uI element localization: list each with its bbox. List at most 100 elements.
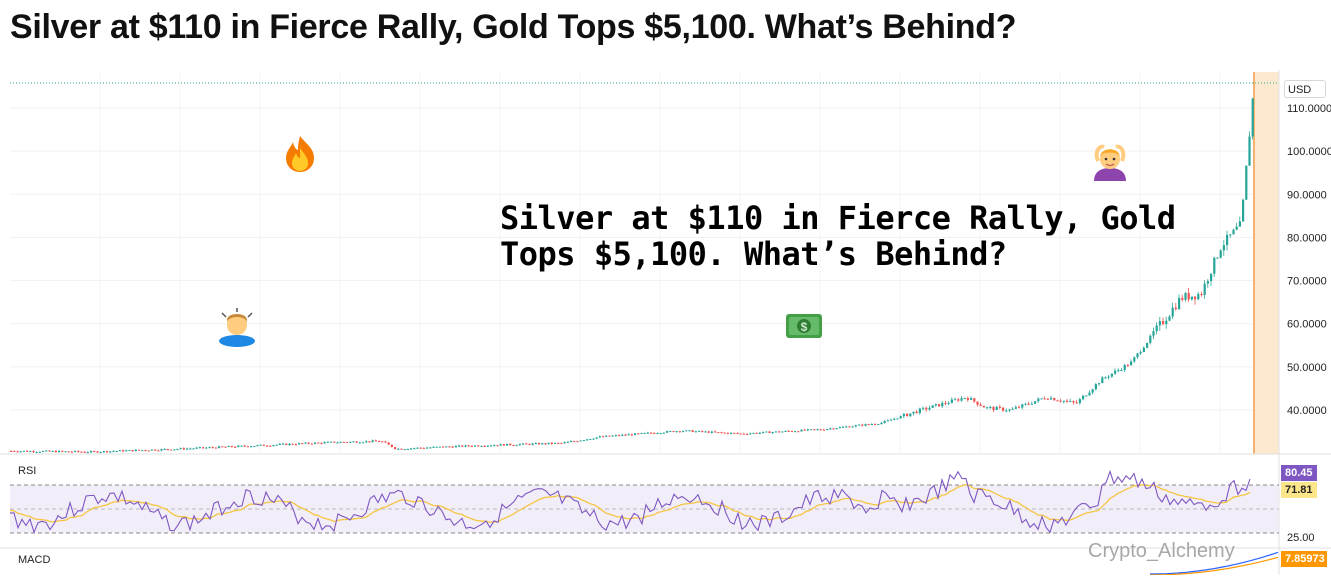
chart-grid	[10, 72, 1279, 454]
candle-body	[301, 443, 304, 445]
candle-body	[432, 446, 435, 448]
candle-body	[445, 446, 448, 448]
candle-body	[1200, 293, 1203, 295]
candle-body	[275, 444, 278, 446]
candle-body	[938, 404, 941, 407]
candle-body	[134, 449, 137, 452]
candle-body	[16, 451, 19, 453]
candle-body	[1085, 395, 1088, 397]
candle-body	[1248, 136, 1251, 166]
candle-body	[240, 445, 243, 447]
candle-body	[19, 451, 22, 453]
candle-body	[960, 398, 963, 401]
macd-label[interactable]: MACD	[18, 554, 51, 566]
candle-body	[205, 447, 208, 449]
candle-body	[166, 449, 169, 451]
candle-body	[1005, 410, 1008, 412]
candle-body	[579, 440, 582, 442]
candle-body	[810, 429, 813, 431]
candle-body	[826, 429, 829, 431]
candle-body	[995, 406, 998, 411]
candle-body	[86, 452, 89, 454]
candle-body	[858, 424, 861, 426]
candle-body	[451, 446, 454, 448]
candle-body	[557, 442, 560, 444]
candle-body	[1027, 403, 1030, 405]
candle-body	[515, 445, 518, 447]
candle-body	[442, 446, 445, 448]
candle-body	[592, 438, 595, 440]
candle-body	[582, 440, 585, 442]
candle-body	[448, 446, 451, 448]
person-bowing-emoji-icon	[219, 308, 255, 347]
candle-body	[106, 451, 109, 453]
candle-body	[890, 419, 893, 421]
svg-text:$: $	[801, 320, 808, 334]
candle-body	[333, 441, 336, 443]
candle-body	[1021, 404, 1024, 408]
candle-body	[829, 428, 832, 430]
candle-body	[480, 446, 483, 448]
candle-body	[218, 446, 221, 449]
candle-body	[637, 433, 640, 435]
candle-body	[346, 442, 349, 444]
candle-body	[813, 429, 816, 431]
candle-body	[525, 443, 528, 445]
candle-body	[906, 413, 909, 417]
candle-body	[762, 431, 765, 433]
candle-body	[211, 447, 214, 449]
candle-body	[1232, 229, 1235, 235]
candle-body	[1171, 307, 1174, 317]
candle-body	[474, 445, 477, 447]
candle-body	[1091, 389, 1094, 393]
candle-body	[374, 440, 377, 442]
candle-body	[1078, 399, 1081, 404]
candle-body	[1107, 376, 1110, 378]
candle-body	[816, 429, 819, 431]
candle-body	[730, 432, 733, 434]
candle-body	[755, 432, 758, 434]
candle-body	[1174, 307, 1177, 310]
candle-body	[1206, 281, 1209, 284]
candle-body	[714, 431, 717, 433]
candle-body	[38, 451, 41, 453]
candle-body	[285, 443, 288, 446]
candle-body	[259, 444, 262, 446]
candle-body	[186, 448, 189, 450]
candle-body	[362, 442, 365, 444]
candle-body	[1126, 365, 1129, 367]
candle-body	[595, 437, 598, 439]
candle-body	[112, 451, 115, 453]
candle-body	[1229, 234, 1232, 236]
candle-body	[749, 433, 752, 435]
rsi-label[interactable]: RSI	[18, 465, 37, 477]
candle-body	[522, 443, 525, 445]
candle-body	[630, 434, 633, 436]
candle-body	[330, 441, 333, 443]
currency-badge[interactable]: USD	[1284, 80, 1326, 98]
candle-body	[234, 446, 237, 448]
candle-body	[243, 445, 246, 447]
candle-body	[99, 452, 102, 454]
price-chart[interactable]: 110.0000 100.0000 90.0000 80.0000 70.0000 60.…	[0, 70, 1331, 576]
candle-body	[410, 448, 413, 450]
candle-body	[1242, 199, 1245, 222]
candle-body	[803, 429, 806, 431]
candle-body	[93, 451, 96, 453]
candle-body	[570, 441, 573, 443]
candle-body	[224, 446, 227, 448]
candle-body	[1158, 321, 1161, 326]
candle-body	[58, 450, 61, 453]
candle-body	[902, 413, 905, 417]
candle-body	[618, 435, 621, 437]
candle-body	[1008, 409, 1011, 411]
candle-body	[461, 445, 464, 447]
candle-body	[342, 441, 345, 443]
candle-body	[307, 442, 310, 444]
chart-canvas[interactable]: 110.0000 100.0000 90.0000 80.0000 70.0000 60.…	[0, 70, 1331, 576]
candle-body	[746, 433, 749, 435]
candle-body	[797, 431, 800, 433]
price-axis[interactable]: 110.0000 100.0000 90.0000 80.0000 70.0000 60.…	[1287, 103, 1331, 417]
candle-body	[150, 449, 153, 451]
price-axis-tick: 80.0000	[1287, 232, 1327, 244]
